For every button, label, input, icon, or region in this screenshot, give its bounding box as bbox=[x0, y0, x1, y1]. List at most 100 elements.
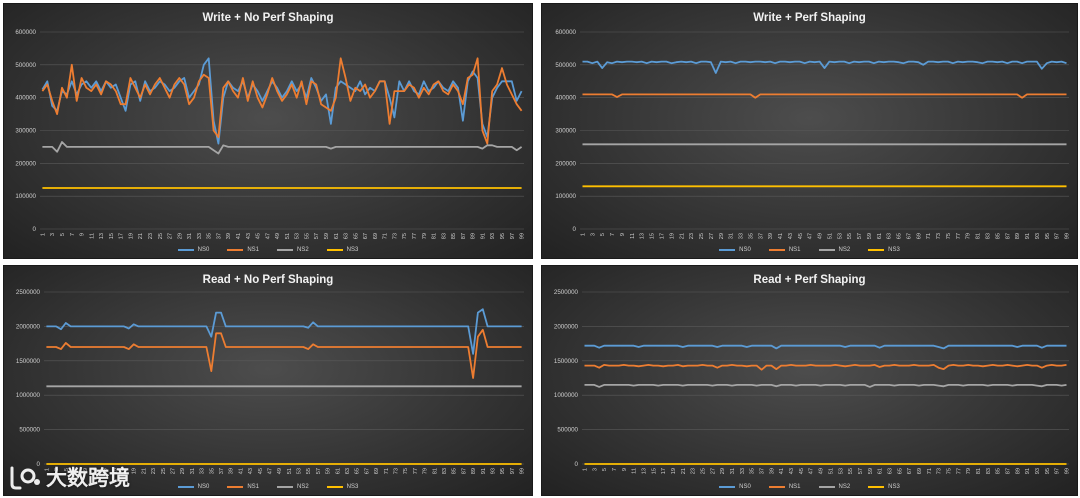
x-tick-label: 19 bbox=[132, 468, 138, 474]
x-tick-label: 3 bbox=[592, 468, 598, 471]
x-tick-label: 19 bbox=[671, 468, 677, 474]
chart-panel-read-no-shaping: Read + No Perf Shaping 0 500000 1000000 150… bbox=[3, 265, 533, 496]
y-tick-label: 300000 bbox=[15, 128, 36, 135]
x-tick-label: 1 bbox=[582, 468, 588, 471]
x-tick-label: 33 bbox=[739, 233, 745, 239]
x-tick-label: 37 bbox=[216, 233, 222, 239]
x-tick-label: 85 bbox=[452, 468, 458, 474]
x-tick-label: 19 bbox=[669, 233, 675, 239]
x-tick-label: 41 bbox=[778, 233, 784, 239]
x-tick-label: 17 bbox=[119, 233, 125, 239]
x-tick-label: 69 bbox=[916, 233, 922, 239]
legend-item-ns1: NS1 bbox=[227, 247, 259, 253]
x-tick-label: 43 bbox=[789, 468, 795, 474]
series-line-ns1 bbox=[582, 93, 1067, 99]
x-tick-label: 61 bbox=[878, 468, 884, 474]
x-tick-label: 73 bbox=[936, 233, 942, 239]
series-line-ns0 bbox=[41, 57, 523, 145]
x-tick-label: 7 bbox=[612, 468, 618, 471]
x-tick-label: 83 bbox=[441, 233, 447, 239]
x-tick-label: 93 bbox=[490, 233, 496, 239]
x-tick-label: 9 bbox=[80, 233, 86, 236]
x-tick-label: 67 bbox=[363, 233, 369, 239]
series-line-ns0 bbox=[582, 60, 1067, 74]
x-tick-label: 53 bbox=[297, 468, 303, 474]
x-tick-label: 11 bbox=[632, 468, 638, 474]
x-tick-label: 21 bbox=[141, 468, 147, 474]
x-tick-label: 29 bbox=[180, 468, 186, 474]
y-tick-label: 100000 bbox=[555, 193, 576, 200]
x-tick-label: 91 bbox=[480, 233, 486, 239]
x-tick-label: 65 bbox=[897, 468, 903, 474]
x-tick-label: 65 bbox=[355, 468, 361, 474]
legend-item-ns0: NS0 bbox=[719, 484, 751, 490]
x-tick-label: 9 bbox=[83, 468, 89, 471]
x-tick-label: 81 bbox=[432, 468, 438, 474]
y-tick-label: 400000 bbox=[15, 95, 36, 102]
legend-item-ns3: NS3 bbox=[326, 247, 358, 253]
x-tick-label: 79 bbox=[966, 468, 972, 474]
x-tick-label: 97 bbox=[510, 468, 516, 474]
x-tick-label: 51 bbox=[285, 233, 291, 239]
x-tick-label: 61 bbox=[335, 468, 341, 474]
x-tick-label: 97 bbox=[1055, 233, 1061, 239]
x-tick-label: 87 bbox=[1006, 468, 1012, 474]
legend-item-ns0: NS0 bbox=[177, 484, 209, 490]
x-tick-label: 91 bbox=[481, 468, 487, 474]
x-tick-label: 5 bbox=[602, 468, 608, 471]
watermark-text: 大数跨境 bbox=[46, 466, 130, 490]
x-tick-label: 57 bbox=[857, 233, 863, 239]
x-tick-label: 93 bbox=[1035, 233, 1041, 239]
y-tick-label: 600000 bbox=[555, 29, 576, 36]
x-tick-label: 71 bbox=[927, 468, 933, 474]
x-tick-label: 87 bbox=[461, 468, 467, 474]
chart-title: Read + No Perf Shaping bbox=[202, 274, 334, 286]
x-tick-label: 45 bbox=[798, 233, 804, 239]
y-tick-label: 1500000 bbox=[554, 358, 579, 365]
x-tick-label: 31 bbox=[190, 468, 196, 474]
x-tick-label: 31 bbox=[187, 233, 193, 239]
x-tick-label: 1 bbox=[40, 233, 46, 236]
x-tick-label: 71 bbox=[384, 468, 390, 474]
x-tick-label: 89 bbox=[471, 468, 477, 474]
x-tick-label: 13 bbox=[99, 233, 105, 239]
x-tick-label: 77 bbox=[956, 233, 962, 239]
chart-title: Read + Perf Shaping bbox=[753, 274, 866, 286]
x-tick-label: 45 bbox=[258, 468, 264, 474]
y-tick-label: 300000 bbox=[555, 128, 576, 135]
x-tick-label: 23 bbox=[148, 233, 154, 239]
x-tick-label: 25 bbox=[699, 233, 705, 239]
series-line-ns0 bbox=[584, 344, 1067, 350]
x-tick-label: 37 bbox=[219, 468, 225, 474]
x-tick-label: 75 bbox=[402, 233, 408, 239]
series-line-ns2 bbox=[42, 141, 523, 155]
x-tick-label: 75 bbox=[946, 468, 952, 474]
x-tick-label: 99 bbox=[1065, 468, 1071, 474]
y-tick-label: 500000 bbox=[555, 62, 576, 69]
x-tick-label: 63 bbox=[887, 233, 893, 239]
x-tick-label: 13 bbox=[640, 233, 646, 239]
x-tick-label: 99 bbox=[520, 468, 526, 474]
x-tick-label: 27 bbox=[170, 468, 176, 474]
chart-panel-read-shaping: Read + Perf Shaping 0 500000 1000000 150000… bbox=[541, 265, 1078, 496]
x-tick-label: 23 bbox=[691, 468, 697, 474]
y-tick-label: 500000 bbox=[15, 62, 36, 69]
x-tick-label: 3 bbox=[50, 233, 56, 236]
y-tick-label: 1000000 bbox=[554, 392, 579, 399]
y-tick-label: 0 bbox=[573, 226, 577, 233]
legend-item-ns0: NS0 bbox=[719, 247, 751, 253]
x-tick-label: 13 bbox=[641, 468, 647, 474]
x-tick-label: 63 bbox=[887, 468, 893, 474]
legend-item-ns3: NS3 bbox=[326, 484, 358, 490]
y-tick-label: 500000 bbox=[557, 427, 578, 434]
x-tick-label: 67 bbox=[907, 468, 913, 474]
series-line-ns2 bbox=[584, 384, 1067, 388]
legend-item-ns0: NS0 bbox=[177, 247, 209, 253]
x-tick-label: 83 bbox=[442, 468, 448, 474]
x-tick-label: 5 bbox=[64, 468, 70, 471]
y-tick-label: 0 bbox=[37, 461, 41, 468]
x-tick-label: 75 bbox=[946, 233, 952, 239]
x-tick-label: 55 bbox=[304, 233, 310, 239]
x-tick-label: 95 bbox=[500, 233, 506, 239]
